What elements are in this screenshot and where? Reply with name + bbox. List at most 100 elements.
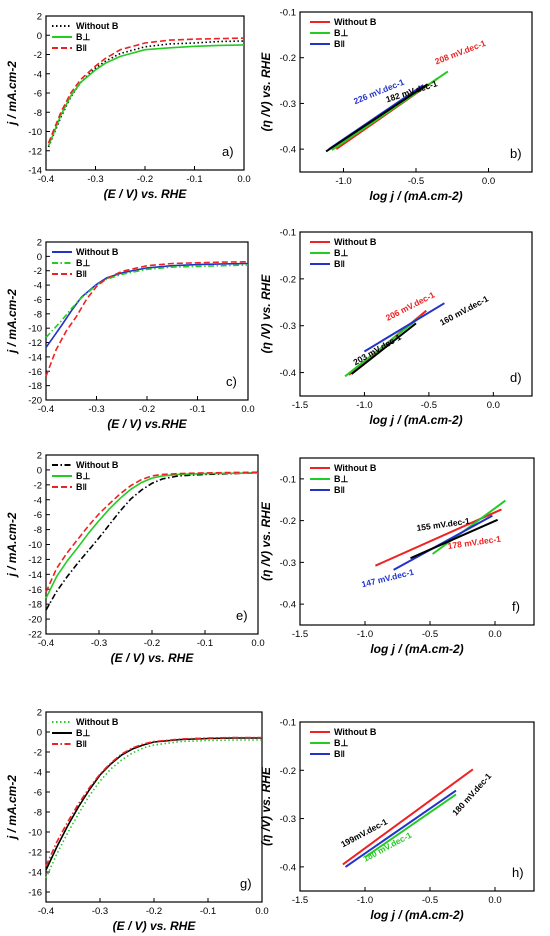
y-tick-label: -0.4 <box>280 145 296 156</box>
series-line-b <box>47 37 245 144</box>
panel-label: c) <box>226 374 237 389</box>
panel-label: f) <box>512 599 520 614</box>
legend-entry: Without B <box>334 463 377 473</box>
slope-annotation: 155 mV.dec-1 <box>416 516 471 533</box>
x-tick-label: 0.0 <box>487 400 500 411</box>
slope-annotation: 208 mV.dec-1 <box>433 38 487 67</box>
y-tick-label: -10 <box>28 324 42 335</box>
series-line-b <box>363 302 445 353</box>
x-axis-label: log j / (mA.cm-2) <box>370 642 463 656</box>
y-tick-label: 0 <box>37 252 42 263</box>
series-line-b <box>45 471 259 593</box>
y-tick-label: -0.3 <box>280 321 296 332</box>
panel-label: a) <box>222 144 234 159</box>
y-tick-label: -20 <box>28 615 42 626</box>
x-tick-label: -0.1 <box>200 906 216 917</box>
series-line-fit <box>350 322 417 375</box>
y-tick-label: -0.2 <box>280 516 296 527</box>
legend-entry: B‖ <box>334 485 345 495</box>
series-line-fit <box>325 83 429 153</box>
y-tick-label: -12 <box>28 338 42 349</box>
x-tick-label: -0.5 <box>421 400 437 411</box>
y-tick-label: 2 <box>37 451 42 462</box>
legend-entry: B⊥ <box>334 738 348 748</box>
y-tick-label: -14 <box>28 352 42 363</box>
panel-e: -0.4 -0.3 -0.2 -0.1 0.0 2 0 -2 -4 -6 -8 -10 -12 -14 -1… <box>5 451 265 666</box>
y-tick-label: 0 <box>37 31 42 42</box>
y-tick-label: -16 <box>28 888 42 899</box>
x-tick-label: -1.5 <box>292 629 308 640</box>
y-tick-label: -12 <box>28 146 42 157</box>
x-tick-label: -1.5 <box>292 400 308 411</box>
y-axis-label: j / mA.cm-2 <box>5 512 19 578</box>
y-tick-label: -4 <box>34 495 42 506</box>
series-line-b <box>364 793 457 859</box>
y-tick-label: -0.1 <box>280 228 296 239</box>
x-tick-label: -0.2 <box>139 404 155 415</box>
plot-frame <box>299 721 535 892</box>
series-line-withoutb <box>47 40 245 148</box>
panel-c: -0.4 -0.3 -0.2 -0.1 0.0 2 0 -2 -4 -6 -8 -10 -12 -14 -1… <box>5 238 255 432</box>
slope-annotation: 160 mV.dec-1 <box>438 293 490 327</box>
y-tick-label: -8 <box>34 309 42 320</box>
x-axis-label: (E / V) vs.RHE <box>107 417 187 431</box>
panel-b: -1.0 -0.5 0.0 -0.1 -0.2 -0.3 -0.4 log j / (mA.c… <box>259 8 533 203</box>
y-tick-label: -0.3 <box>280 558 296 569</box>
y-tick-label: -0.2 <box>280 53 296 64</box>
y-tick-label: -14 <box>28 166 42 177</box>
legend-entry: B‖ <box>76 739 87 749</box>
y-tick-label: -16 <box>28 367 42 378</box>
slope-annotation: 147 mV.dec-1 <box>360 567 415 590</box>
y-axis-label: (η /V) vs. RHE <box>259 52 273 132</box>
y-tick-label: -0.3 <box>280 814 296 825</box>
plot-frame <box>299 231 533 397</box>
y-tick-label: -0.1 <box>280 474 296 485</box>
x-tick-label: 0.0 <box>251 638 264 649</box>
panel-label: b) <box>510 146 522 161</box>
y-tick-label: -8 <box>34 525 42 536</box>
legend-entry: Without B <box>76 247 119 257</box>
legend-entry: B‖ <box>334 259 345 269</box>
legend-entry: B‖ <box>334 749 345 759</box>
x-tick-label: -0.2 <box>144 638 160 649</box>
y-tick-label: -2 <box>34 480 42 491</box>
series-line-withoutb <box>45 472 259 611</box>
y-tick-label: -18 <box>28 600 42 611</box>
y-tick-label: -16 <box>28 585 42 596</box>
y-tick-label: -0.4 <box>280 368 296 379</box>
x-tick-label: 0.0 <box>237 174 250 185</box>
series-line-b <box>45 261 249 377</box>
x-tick-label: -1.0 <box>335 176 351 187</box>
y-tick-label: -14 <box>28 868 42 879</box>
y-axis-label: (η /V) vs. RHE <box>259 501 273 581</box>
y-tick-label: -4 <box>34 768 42 779</box>
panel-label: h) <box>512 865 524 880</box>
legend-entry: Without B <box>76 21 119 31</box>
x-axis-label: log j / (mA.cm-2) <box>370 908 463 922</box>
y-tick-label: -10 <box>28 828 42 839</box>
plot-frame <box>299 457 535 626</box>
x-tick-label: -0.4 <box>38 174 54 185</box>
y-tick-label: 2 <box>37 12 42 23</box>
y-tick-label: -22 <box>28 630 42 641</box>
y-tick-label: -8 <box>34 808 42 819</box>
series-line-b <box>393 514 493 571</box>
legend-entry: B⊥ <box>334 28 348 38</box>
panel-h: -1.5 -1.0 -0.5 0.0 -0.1 -0.2 -0.3 -0.4 log j / (… <box>259 718 535 922</box>
panel-label: e) <box>236 608 248 623</box>
y-tick-label: -14 <box>28 570 42 581</box>
series-line-b <box>344 314 424 378</box>
legend-entry: B⊥ <box>76 32 90 42</box>
x-tick-label: -1.0 <box>356 400 372 411</box>
y-tick-label: -6 <box>34 788 42 799</box>
legend-entry: B⊥ <box>76 728 90 738</box>
x-tick-label: -0.1 <box>197 638 213 649</box>
x-tick-label: -1.5 <box>292 895 308 906</box>
x-tick-label: 0.0 <box>241 404 254 415</box>
panel-f: -1.5 -1.0 -0.5 0.0 -0.1 -0.2 -0.3 -0.4 log j / (… <box>259 457 535 656</box>
y-axis-label: (η /V) vs. RHE <box>259 766 273 846</box>
y-tick-label: 0 <box>37 728 42 739</box>
y-tick-label: -12 <box>28 555 42 566</box>
y-axis-label: j / mA.cm-2 <box>5 289 19 355</box>
